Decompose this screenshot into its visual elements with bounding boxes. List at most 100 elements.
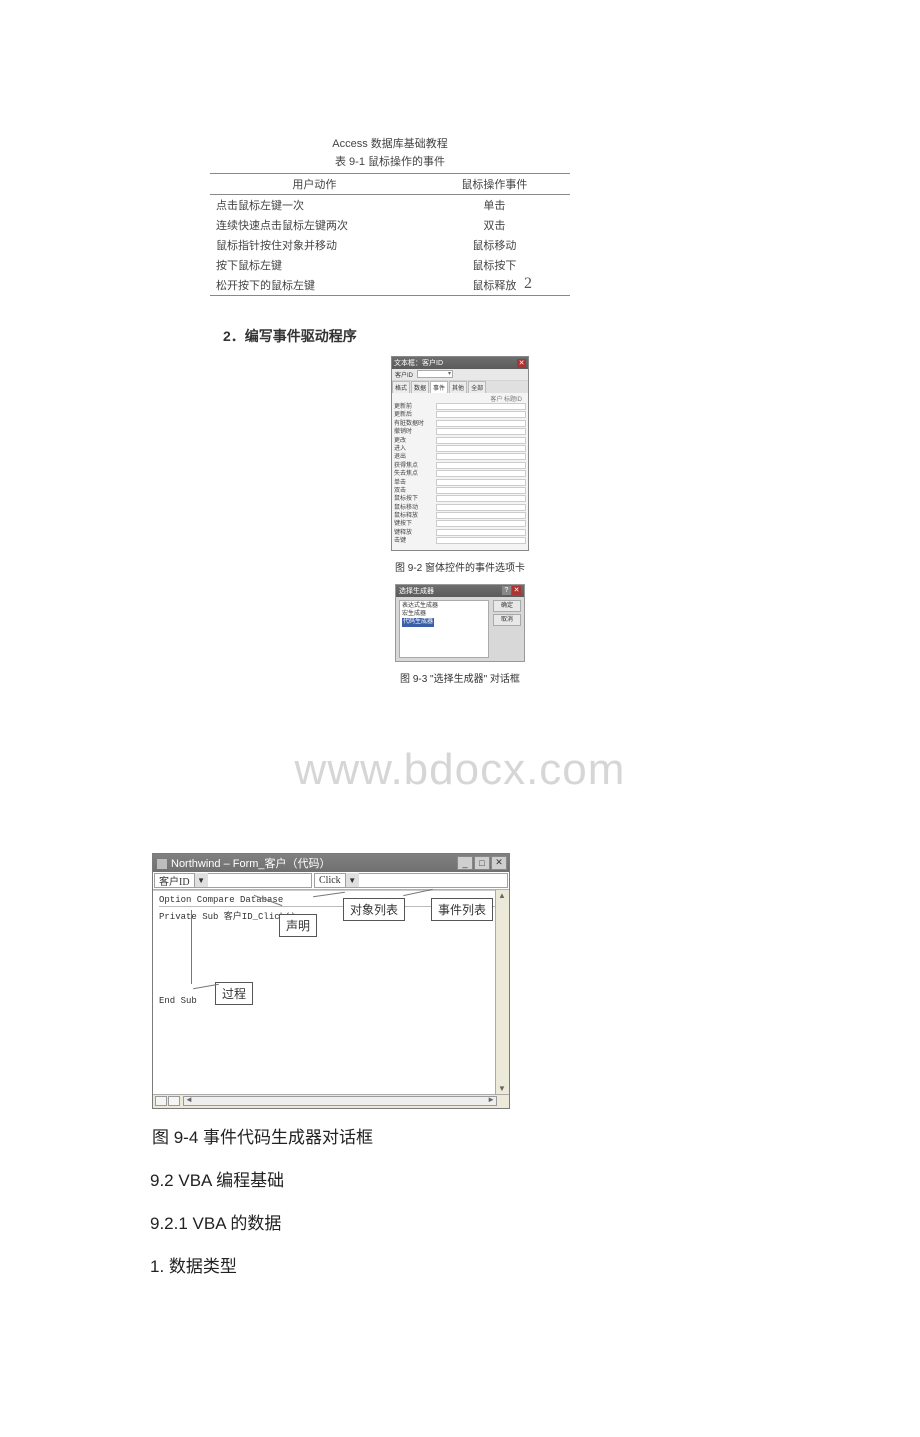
code-line-sub-end: End Sub [159, 996, 503, 1006]
figure-9-2-tabs: 格式数据事件其他全部 [392, 381, 528, 393]
page-number: 2 [524, 275, 532, 293]
property-tab[interactable]: 数据 [411, 381, 429, 393]
property-value[interactable] [436, 504, 526, 511]
property-value[interactable] [436, 529, 526, 536]
table-9-1-col2: 鼠标操作事件 [419, 174, 570, 195]
property-row[interactable]: 更新后 [394, 411, 526, 419]
property-tab[interactable]: 全部 [468, 381, 486, 393]
property-row[interactable]: 击键 [394, 537, 526, 545]
list-item[interactable]: 代码生成器 [402, 618, 486, 626]
property-row[interactable]: 更改 [394, 437, 526, 445]
property-value[interactable] [436, 411, 526, 418]
property-tab[interactable]: 事件 [430, 381, 448, 393]
property-label: 双击 [394, 487, 436, 495]
property-label: 更新后 [394, 411, 436, 419]
property-row[interactable]: 更新前 [394, 403, 526, 411]
ok-button[interactable]: 确定 [493, 600, 521, 612]
chevron-down-icon[interactable]: ▼ [345, 873, 359, 887]
table-row: 鼠标指针按住对象并移动鼠标移动 [210, 235, 570, 255]
event-combo[interactable]: Click ▼ [314, 873, 508, 888]
table-9-1: 用户动作 鼠标操作事件 点击鼠标左键一次单击连续快速点击鼠标左键两次双击鼠标指针… [210, 173, 570, 296]
property-value[interactable] [436, 403, 526, 410]
property-row[interactable]: 鼠标按下 [394, 495, 526, 503]
chevron-down-icon[interactable]: ▼ [194, 873, 208, 887]
property-value[interactable] [436, 462, 526, 469]
close-icon[interactable]: ✕ [517, 359, 526, 368]
section-9-2-heading: 9.2 VBA 编程基础 [150, 1166, 920, 1191]
figure-9-3-title-text: 选择生成器 [399, 586, 434, 596]
help-icon[interactable]: ? [502, 586, 511, 595]
property-value[interactable] [436, 453, 526, 460]
property-row[interactable]: 双击 [394, 487, 526, 495]
figure-9-3-dialog: 选择生成器 ? ✕ 表达式生成器宏生成器代码生成器 确定 取消 [395, 584, 525, 662]
property-value[interactable] [436, 487, 526, 494]
property-value[interactable] [436, 445, 526, 452]
horizontal-scrollbar[interactable] [183, 1096, 497, 1106]
property-row[interactable]: 鼠标移动 [394, 504, 526, 512]
cancel-button[interactable]: 取消 [493, 614, 521, 626]
property-label: 击键 [394, 537, 436, 545]
property-label: 键按下 [394, 520, 436, 528]
callout-declare: 声明 [279, 914, 317, 937]
property-row[interactable]: 键按下 [394, 520, 526, 528]
property-row[interactable]: 进入 [394, 445, 526, 453]
table-cell: 鼠标移动 [419, 235, 570, 255]
property-label: 键释放 [394, 529, 436, 537]
property-value[interactable] [436, 420, 526, 427]
vba-footer [153, 1094, 509, 1108]
table-row: 连续快速点击鼠标左键两次双击 [210, 215, 570, 235]
maximize-icon[interactable]: □ [474, 856, 490, 870]
table-cell: 连续快速点击鼠标左键两次 [210, 215, 419, 235]
property-tab[interactable]: 其他 [449, 381, 467, 393]
callout-proc: 过程 [215, 982, 253, 1005]
table-cell: 鼠标指针按住对象并移动 [210, 235, 419, 255]
figure-9-2-selector-dropdown[interactable] [417, 370, 453, 378]
property-row[interactable]: 获得焦点 [394, 462, 526, 470]
property-row[interactable]: 撤销时 [394, 428, 526, 436]
section-9-2-1-heading: 9.2.1 VBA 的数据 [150, 1209, 920, 1234]
table-cell: 按下鼠标左键 [210, 255, 419, 275]
figure-9-2-selector-row: 客户ID [392, 369, 528, 381]
property-row[interactable]: 鼠标释放 [394, 512, 526, 520]
figure-9-3-titlebar: 选择生成器 ? ✕ [396, 585, 524, 597]
property-value[interactable] [436, 437, 526, 444]
property-row[interactable]: 键释放 [394, 529, 526, 537]
property-value[interactable] [436, 470, 526, 477]
figure-9-2-title-text: 文本框：客户ID [394, 358, 443, 368]
property-row[interactable]: 有脏数据时 [394, 420, 526, 428]
property-row[interactable]: 退出 [394, 453, 526, 461]
list-item[interactable]: 表达式生成器 [402, 602, 486, 610]
close-icon[interactable]: ✕ [512, 586, 521, 595]
property-value[interactable] [436, 479, 526, 486]
minimize-icon[interactable]: _ [457, 856, 473, 870]
object-combo[interactable]: 客户ID ▼ [154, 873, 312, 888]
figure-9-2-property-sheet: 文本框：客户ID ✕ 客户ID 格式数据事件其他全部 客户 标题ID更新前更新后… [391, 356, 529, 551]
vba-titlebar: Northwind – Form_客户（代码） _ □ ✕ [153, 854, 509, 872]
property-row[interactable]: 单击 [394, 479, 526, 487]
vertical-scrollbar[interactable] [495, 890, 509, 1094]
close-icon[interactable]: ✕ [491, 856, 507, 870]
view-button-1[interactable] [155, 1096, 167, 1106]
property-label: 更新前 [394, 403, 436, 411]
table-row: 按下鼠标左键鼠标按下 [210, 255, 570, 275]
property-label: 获得焦点 [394, 462, 436, 470]
property-value[interactable] [436, 428, 526, 435]
figure-9-3-listbox[interactable]: 表达式生成器宏生成器代码生成器 [399, 600, 489, 658]
property-value[interactable] [436, 512, 526, 519]
view-button-2[interactable] [168, 1096, 180, 1106]
property-value[interactable] [436, 520, 526, 527]
figure-9-2-body: 客户 标题ID更新前更新后有脏数据时撤销时更改进入退出获得焦点失去焦点单击双击鼠… [392, 393, 528, 550]
figure-9-2-titlebar: 文本框：客户ID ✕ [392, 357, 528, 369]
property-tab[interactable]: 格式 [392, 381, 410, 393]
vba-combo-row: 客户ID ▼ Click ▼ [153, 872, 509, 890]
property-value[interactable] [436, 495, 526, 502]
section-datatype-heading: 1. 数据类型 [150, 1252, 920, 1277]
property-value[interactable] [436, 537, 526, 544]
property-label: 失去焦点 [394, 470, 436, 478]
table-cell: 鼠标释放 [419, 275, 570, 296]
list-item[interactable]: 宏生成器 [402, 610, 486, 618]
figure-9-2-selector-label: 客户ID [395, 370, 413, 379]
app-icon [157, 859, 167, 869]
property-row[interactable]: 失去焦点 [394, 470, 526, 478]
table-row: 点击鼠标左键一次单击 [210, 195, 570, 216]
